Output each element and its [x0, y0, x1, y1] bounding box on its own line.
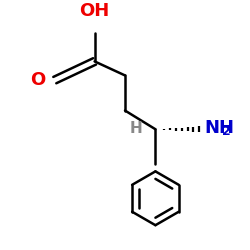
Text: OH: OH — [80, 2, 110, 21]
Text: O: O — [30, 71, 46, 89]
Text: H: H — [130, 120, 142, 136]
Text: 2: 2 — [222, 125, 231, 138]
Text: NH: NH — [204, 119, 234, 137]
